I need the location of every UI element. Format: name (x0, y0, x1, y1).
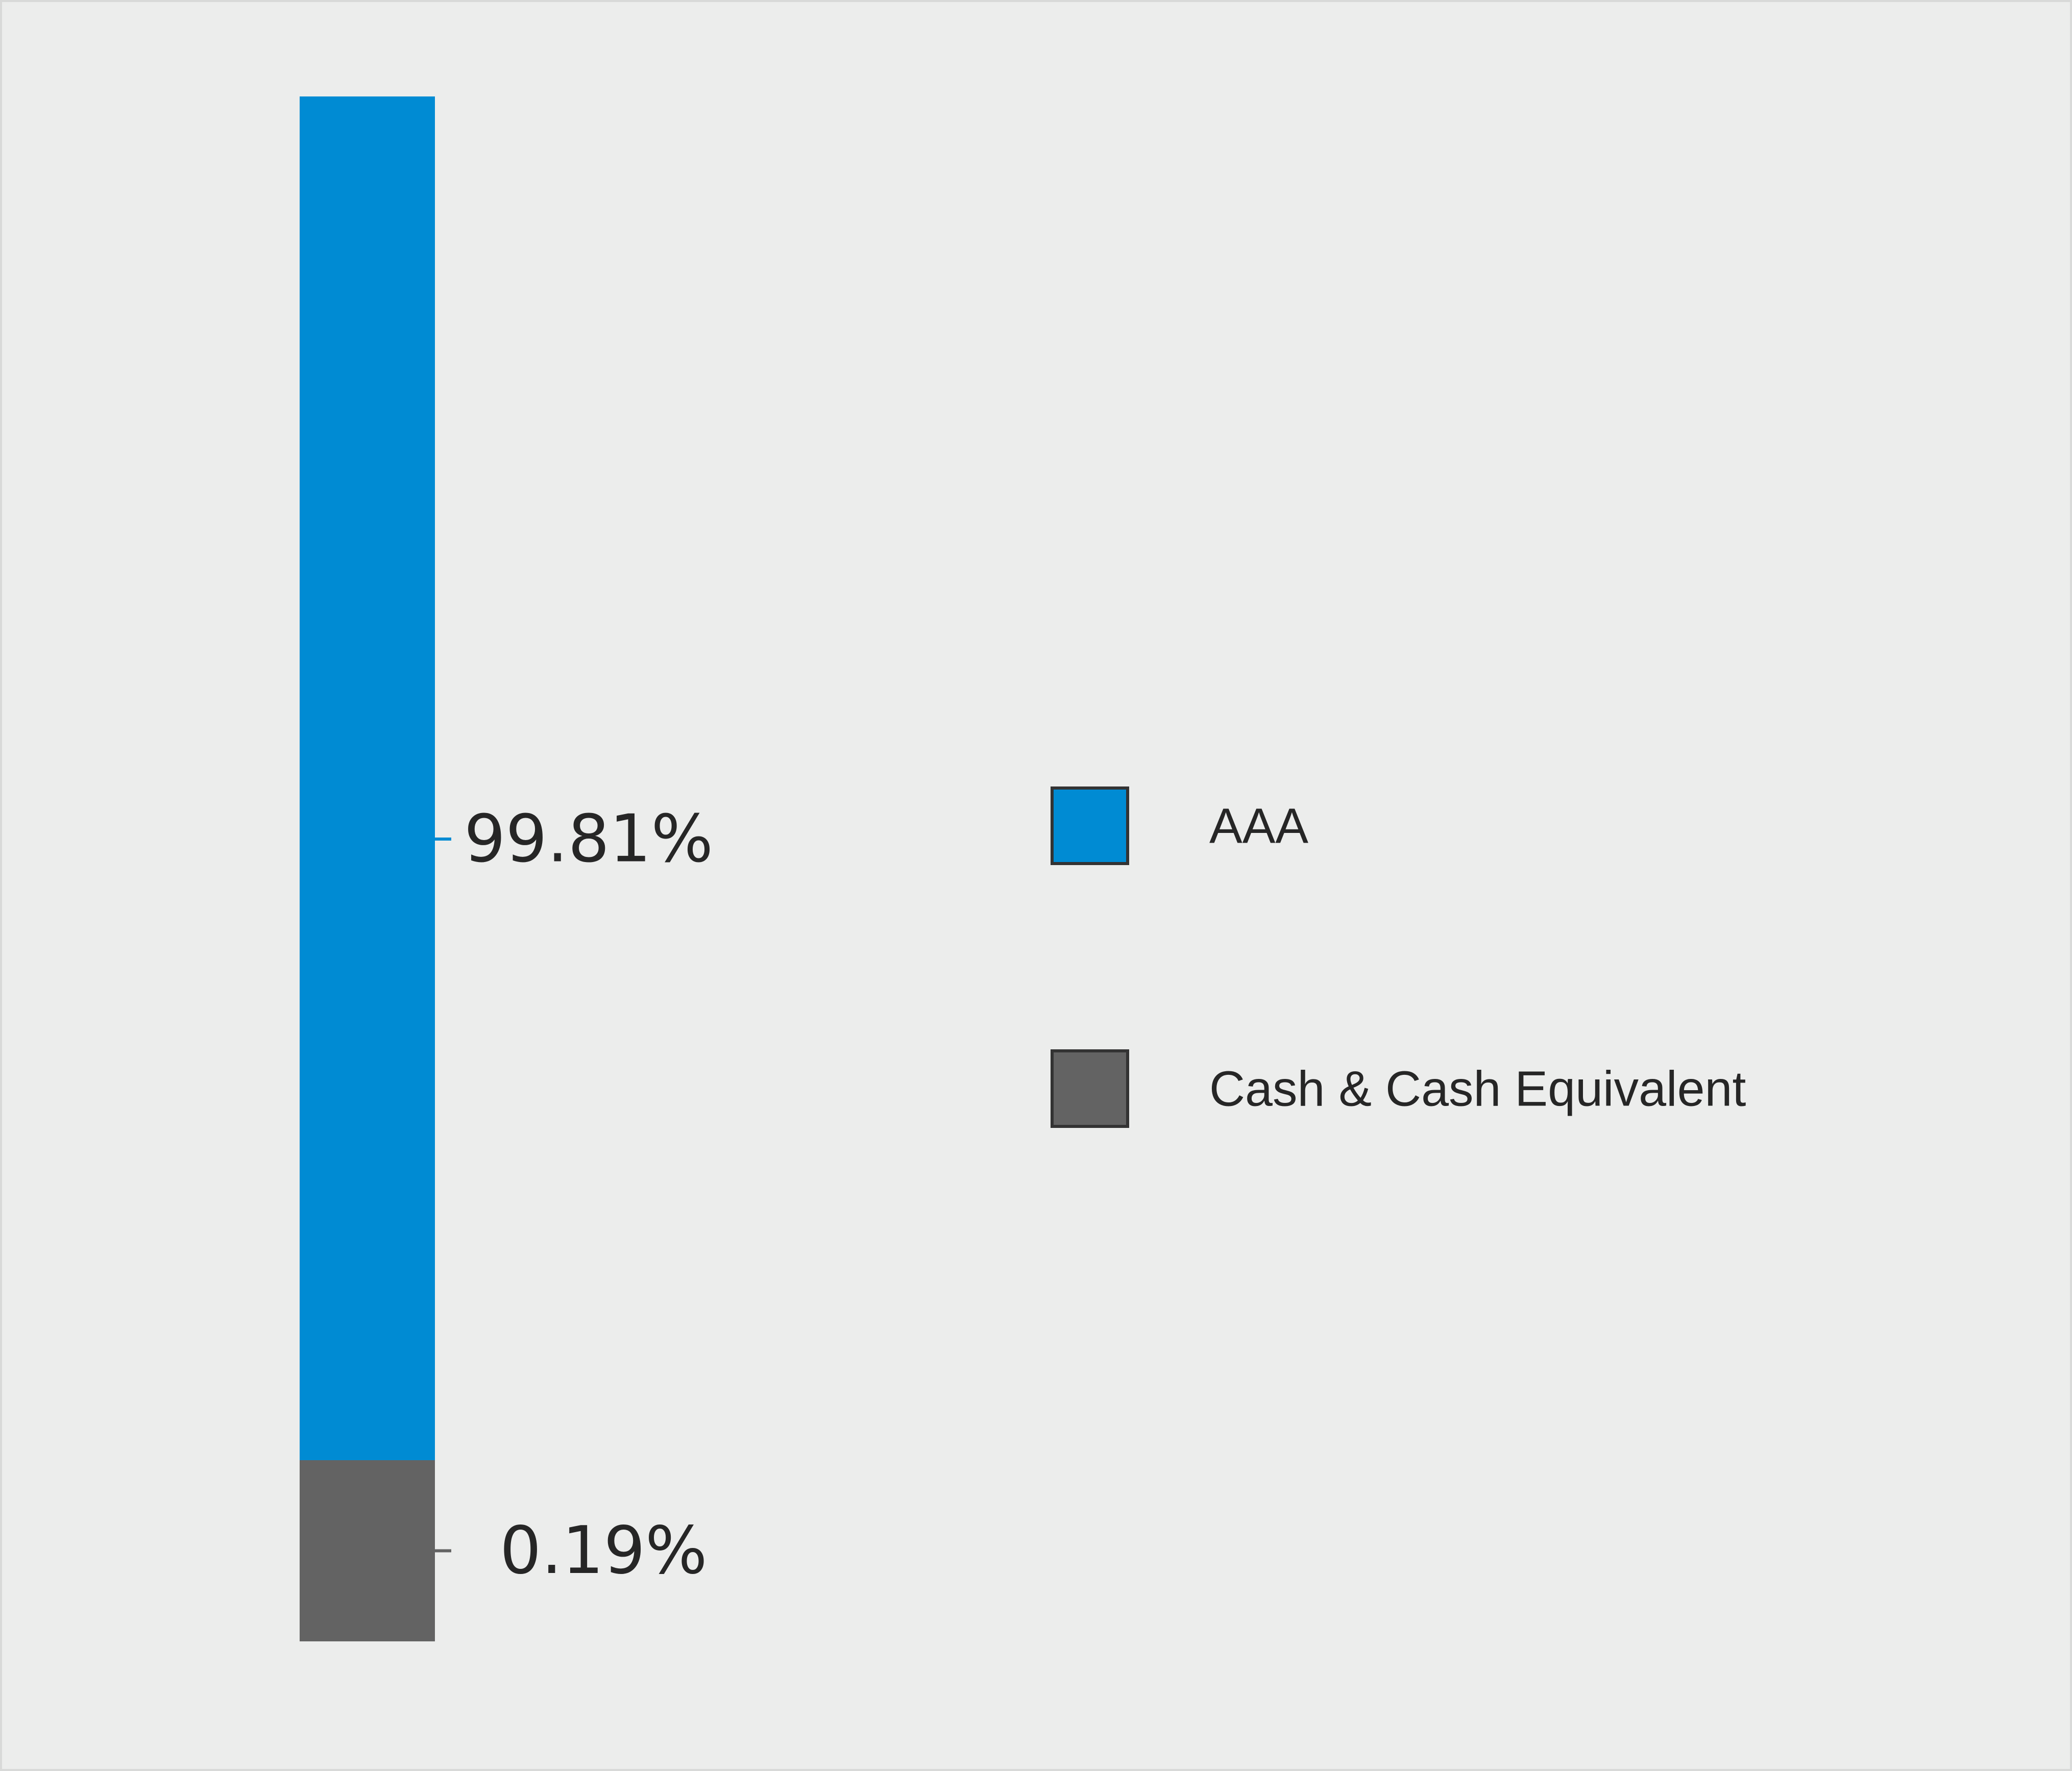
data-label-aaa: 99.81% (464, 801, 713, 877)
data-label-cash-cash-equivalent: 0.19% (500, 1513, 708, 1589)
legend-swatch-aaa (1051, 786, 1129, 865)
legend-swatch-cash-cash-equivalent (1051, 1049, 1129, 1128)
bar-segment-cash-cash-equivalent (300, 1460, 435, 1641)
bar-segment-aaa (300, 96, 435, 1460)
legend-label-cash-cash-equivalent: Cash & Cash Equivalent (1209, 1061, 1746, 1117)
legend-label-aaa: AAA (1209, 798, 1308, 854)
